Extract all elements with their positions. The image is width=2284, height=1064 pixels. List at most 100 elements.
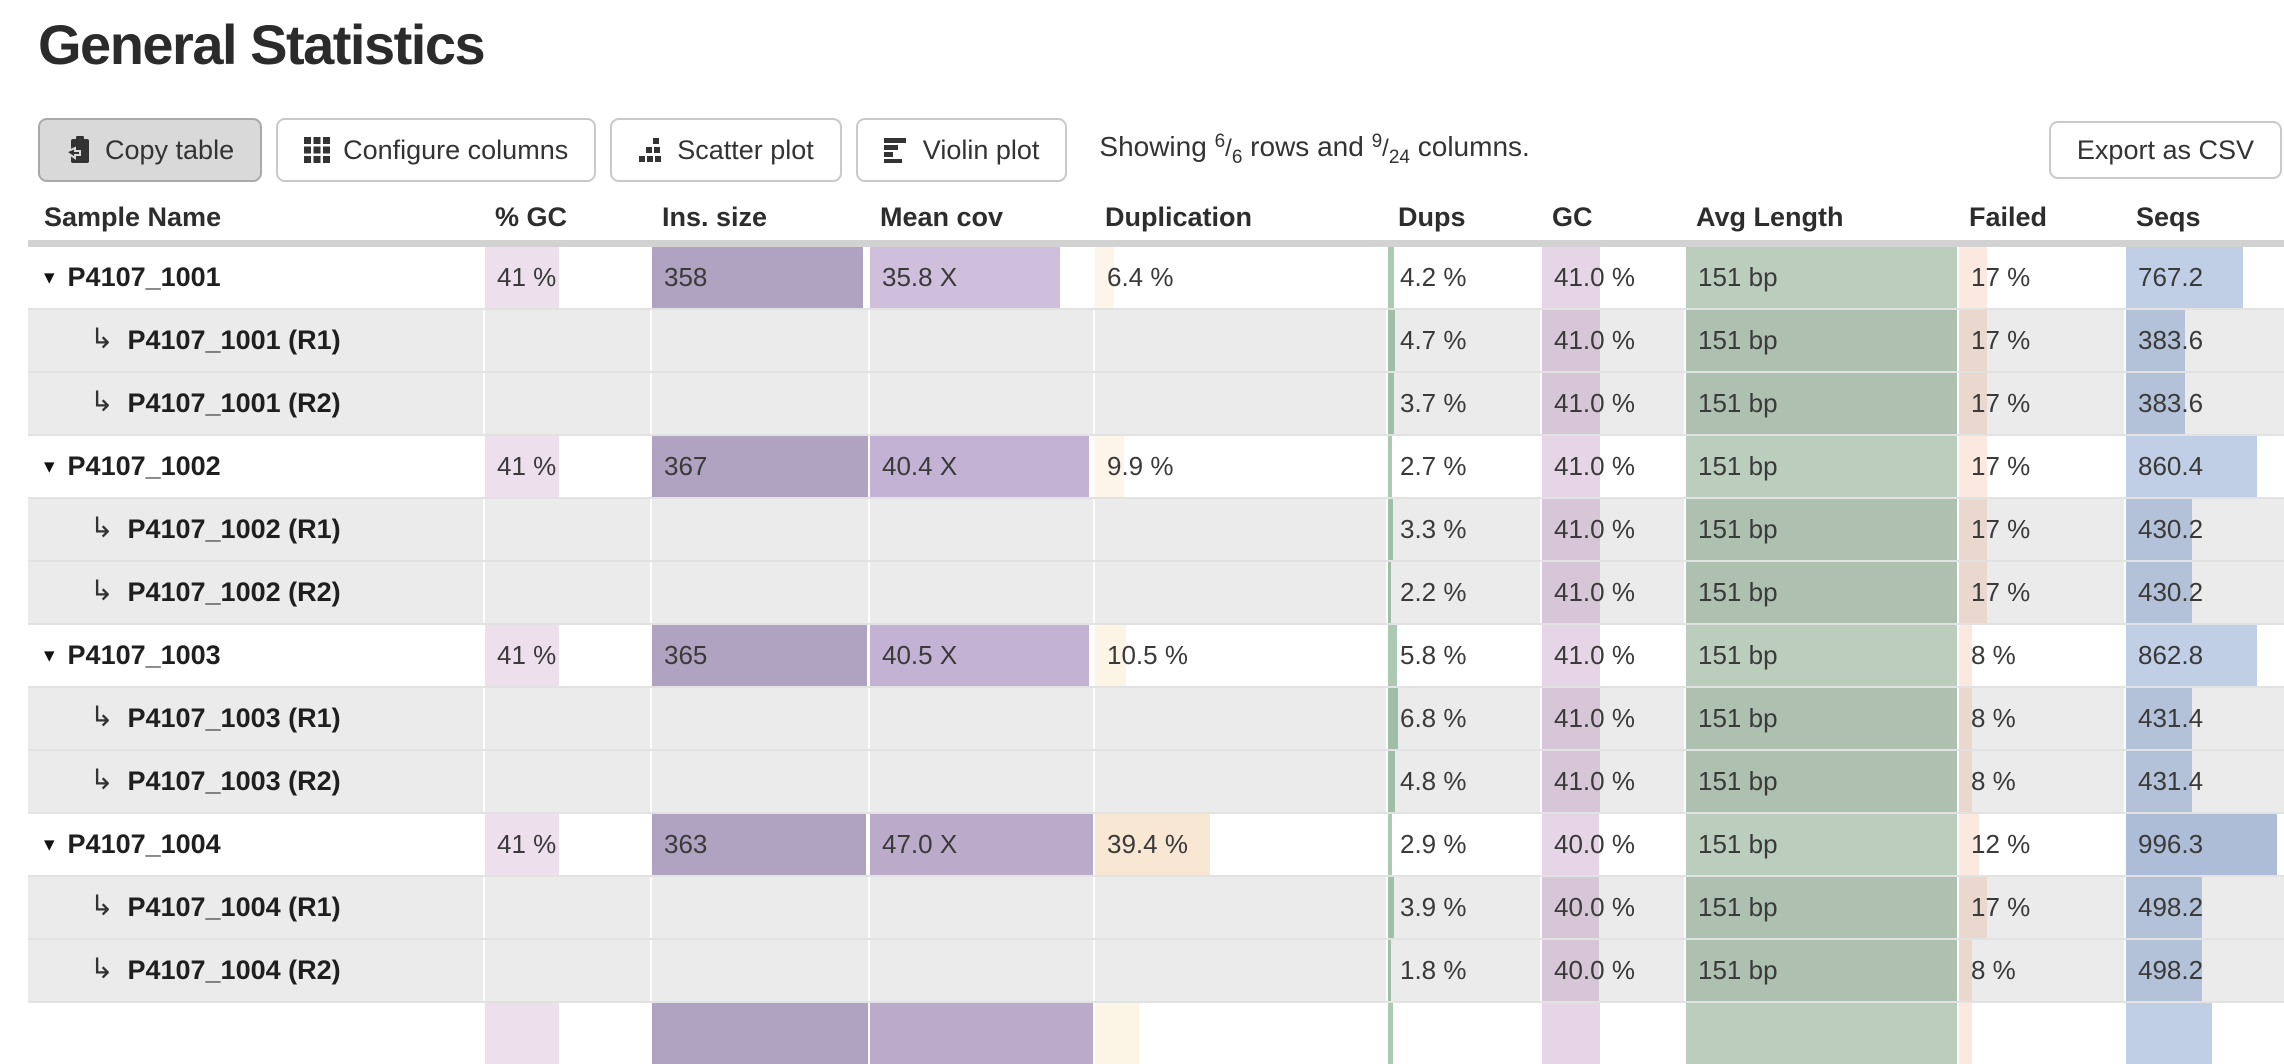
- sample-name: P4107_1004: [67, 829, 221, 859]
- collapse-toggle-icon[interactable]: ▾: [44, 455, 55, 478]
- cell-seqs: 498.2: [2124, 877, 2282, 938]
- column-header-dups[interactable]: Dups: [1398, 201, 1466, 232]
- sample-cell: ↳ P4107_1003 (R1): [28, 688, 483, 749]
- configure-columns-button[interactable]: Configure columns: [276, 118, 597, 182]
- cell-gc: 41.0 %: [1540, 562, 1684, 623]
- data-bar-gc: [1542, 625, 1601, 686]
- data-bar-dups: [1388, 688, 1399, 749]
- scatter-plot-button[interactable]: Scatter plot: [610, 118, 842, 182]
- column-header-sample[interactable]: Sample Name: [44, 201, 222, 232]
- cell-value: 4.8 %: [1400, 766, 1467, 796]
- cell-value: 2.9 %: [1400, 829, 1467, 859]
- cell-failed: 17 %: [1957, 562, 2124, 623]
- cell-meancov: 47.0 X: [868, 814, 1093, 875]
- violin-plot-label: Violin plot: [922, 134, 1040, 165]
- data-bar-seqs: [2126, 1003, 2212, 1064]
- cell-meancov: 40.5 X: [868, 625, 1093, 686]
- cell-gc: 41.0 %: [1540, 751, 1684, 812]
- data-bar-avglen: [1686, 247, 1957, 308]
- column-header-ins[interactable]: Ins. size: [662, 201, 768, 232]
- cell-ins: [650, 751, 868, 812]
- data-bar-failed: [1959, 310, 1988, 371]
- cell-failed: 8 %: [1957, 688, 2124, 749]
- cell-gc_pct: 41 %: [483, 814, 650, 875]
- column-header-gc_pct[interactable]: % GC: [495, 201, 568, 232]
- sample-name: P4107_1001: [67, 262, 221, 292]
- cell-ins: [650, 562, 868, 623]
- data-bar-dups: [1388, 436, 1393, 497]
- cell-value: 41.0 %: [1554, 640, 1635, 670]
- data-bar-gc: [1542, 814, 1599, 875]
- cell-gc: 40.0 %: [1540, 877, 1684, 938]
- sample-cell: [28, 1003, 483, 1064]
- column-header-avglen[interactable]: Avg Length: [1696, 201, 1844, 232]
- table-row: ↳ P4107_1003 (R2) 4.8 % 41.0 % 151 bp 8 % 431.…: [28, 749, 2284, 812]
- cell-value: 8 %: [1971, 955, 2016, 985]
- cols-total: 24: [1388, 147, 1410, 168]
- cell-value: 9.9 %: [1107, 451, 1174, 481]
- cell-meancov: [868, 688, 1093, 749]
- cell-value: 151 bp: [1698, 451, 1778, 481]
- cell-value: 3.3 %: [1400, 514, 1467, 544]
- copy-table-button[interactable]: Copy table: [38, 118, 263, 182]
- column-header-dup[interactable]: Duplication: [1105, 201, 1252, 232]
- copy-table-label: Copy table: [105, 134, 235, 165]
- header-divider: [28, 240, 2284, 247]
- cell-gc_pct: [483, 751, 650, 812]
- cell-value: 41.0 %: [1554, 703, 1635, 733]
- cell-value: 41.0 %: [1554, 262, 1635, 292]
- violin-plot-button[interactable]: Violin plot: [855, 118, 1068, 182]
- cell-dup: [1093, 877, 1386, 938]
- collapse-toggle-icon[interactable]: ▾: [44, 266, 55, 289]
- cell-gc_pct: [483, 1003, 650, 1064]
- data-bar-avglen: [1686, 625, 1957, 686]
- column-header-gc[interactable]: GC: [1552, 201, 1593, 232]
- data-bar-meancov: [870, 625, 1089, 686]
- scatter-dots-icon: [638, 137, 664, 163]
- cell-avglen: 151 bp: [1684, 877, 1957, 938]
- page-title: General Statistics: [38, 13, 486, 76]
- data-bar-avglen: [1686, 436, 1957, 497]
- cell-value: 10.5 %: [1107, 640, 1188, 670]
- data-bar-failed: [1959, 940, 1973, 1001]
- sample-cell: ↳ P4107_1003 (R2): [28, 751, 483, 812]
- export-csv-button[interactable]: Export as CSV: [2048, 121, 2282, 179]
- cell-value: 40.0 %: [1554, 892, 1635, 922]
- cell-value: 498.2: [2138, 955, 2204, 985]
- cell-value: 41.0 %: [1554, 451, 1635, 481]
- cell-dups: 4.2 %: [1386, 247, 1540, 308]
- table-row-partial: [28, 1001, 2284, 1064]
- cell-dups: 1.8 %: [1386, 940, 1540, 1001]
- cell-value: 4.7 %: [1400, 325, 1467, 355]
- cell-value: 383.6: [2138, 388, 2204, 418]
- sample-cell: ↳ P4107_1002 (R2): [28, 562, 483, 623]
- cell-value: 47.0 X: [882, 829, 958, 859]
- subsample-arrow-icon: ↳: [90, 764, 114, 795]
- cell-gc_pct: 41 %: [483, 247, 650, 308]
- data-bar-gc: [1542, 562, 1601, 623]
- collapse-toggle-icon[interactable]: ▾: [44, 644, 55, 667]
- cell-dup: 39.4 %: [1093, 814, 1386, 875]
- column-header-failed[interactable]: Failed: [1969, 201, 2048, 232]
- cell-value: 6.8 %: [1400, 703, 1467, 733]
- column-header-seqs[interactable]: Seqs: [2136, 201, 2201, 232]
- cell-avglen: 151 bp: [1684, 247, 1957, 308]
- collapse-toggle-icon[interactable]: ▾: [44, 833, 55, 856]
- cell-value: 151 bp: [1698, 325, 1778, 355]
- sample-cell: ↳ P4107_1004 (R2): [28, 940, 483, 1001]
- data-bar-failed: [1959, 1003, 1973, 1064]
- cell-value: 151 bp: [1698, 262, 1778, 292]
- cell-dup: [1093, 1003, 1386, 1064]
- general-stats-table: Sample Name % GC Ins. size Mean cov Duplicat…: [28, 194, 2284, 1064]
- table-header-row: Sample Name % GC Ins. size Mean cov Duplicat…: [28, 194, 2284, 240]
- cell-ins: 358: [650, 247, 868, 308]
- cell-meancov: [868, 751, 1093, 812]
- table-row: ↳ P4107_1003 (R1) 6.8 % 41.0 % 151 bp 8 % 431.…: [28, 686, 2284, 749]
- cell-seqs: 430.2: [2124, 499, 2282, 560]
- showing-summary: Showing 6/6 rows and 9/24 columns.: [1099, 131, 1530, 168]
- subsample-arrow-icon: ↳: [90, 386, 114, 417]
- data-bar-dup: [1095, 625, 1126, 686]
- column-header-meancov[interactable]: Mean cov: [880, 201, 1004, 232]
- data-bar-gc: [1542, 436, 1601, 497]
- cell-avglen: 151 bp: [1684, 751, 1957, 812]
